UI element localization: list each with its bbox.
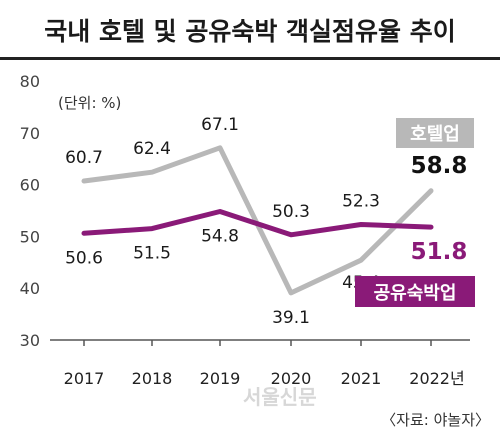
sharing-data-label: 54.8	[201, 227, 239, 247]
unit-note: (단위: %)	[58, 94, 121, 112]
hotel-data-label: 60.7	[65, 148, 103, 168]
hotel-series-line	[81, 145, 434, 296]
y-tick-label: 80	[20, 72, 40, 91]
y-tick-label: 60	[20, 176, 40, 195]
watermark-logo: 서울신문	[243, 385, 317, 409]
sharing-data-label: 52.3	[342, 191, 380, 211]
x-tick-label: 2022년	[409, 369, 464, 388]
sharing-series-line	[81, 209, 434, 238]
source-note: 〈자료: 야놀자〉	[381, 411, 490, 429]
axis-layer: 30 40 50 60 70 80 2017 2018 2019 2020 2021 2022년	[20, 72, 470, 388]
chart-title: 국내 호텔 및 공유숙박 객실점유율 추이	[44, 17, 456, 46]
y-tick-label: 40	[20, 279, 40, 298]
y-tick-label: 50	[20, 227, 40, 246]
sharing-legend-label: 공유숙박업	[374, 283, 457, 304]
hotel-legend-label: 호텔업	[410, 124, 460, 145]
hotel-data-label: 58.8	[411, 153, 468, 179]
y-tick-label: 30	[20, 331, 40, 350]
sharing-data-label: 50.3	[272, 202, 310, 222]
x-tick-label: 2019	[200, 369, 241, 388]
sharing-data-label: 51.8	[411, 239, 468, 265]
series-layer	[81, 145, 434, 296]
hotel-data-label: 39.1	[272, 308, 310, 328]
sharing-data-label: 51.5	[133, 244, 171, 264]
hotel-data-label: 67.1	[201, 115, 239, 135]
hotel-legend-tag	[396, 118, 474, 148]
hotel-data-label: 62.4	[133, 139, 171, 159]
x-tick-label: 2020	[271, 369, 312, 388]
title-rule	[0, 57, 500, 60]
sharing-data-label: 50.6	[65, 248, 103, 268]
x-tick-label: 2021	[341, 369, 382, 388]
sharing-legend-tag	[355, 276, 475, 307]
x-tick-label: 2018	[132, 369, 173, 388]
y-tick-label: 70	[20, 124, 40, 143]
x-tick-label: 2017	[64, 369, 105, 388]
